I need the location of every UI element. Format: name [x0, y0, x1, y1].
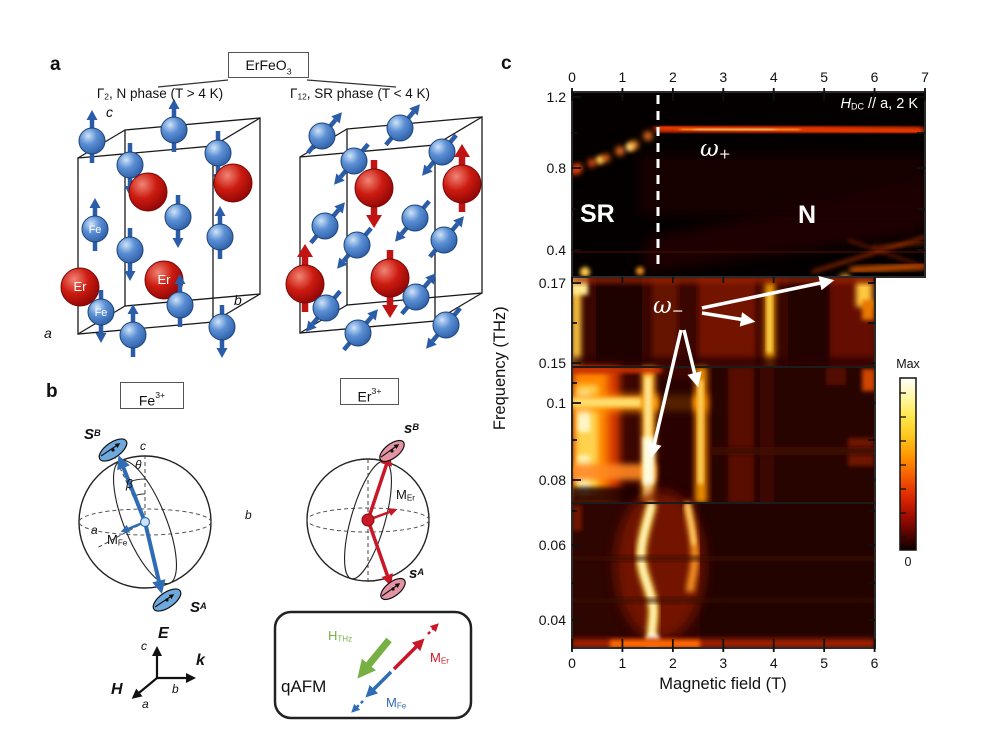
heatmap-lower-panels	[572, 277, 875, 648]
left-crystal-er-atom: Er	[60, 267, 100, 307]
left-crystal-atom-label: Er	[74, 279, 88, 294]
right-crystal-fe-atom	[426, 306, 462, 349]
left-crystal-fe-atom	[160, 99, 188, 152]
spin-precession-disk-SA	[152, 588, 182, 612]
right-crystal-fe-atom	[309, 202, 345, 245]
heatmap-upper-panel	[572, 92, 925, 277]
right-crystal-fe-atom	[428, 216, 464, 259]
left-crystal-atom-label: Er	[158, 272, 172, 287]
left-crystal-atom-label: Fe	[89, 224, 102, 236]
right-crystal-fe-atom	[342, 309, 378, 352]
left-crystal-atom-label: Fe	[95, 307, 108, 319]
left-crystal-fe-atom	[204, 131, 232, 184]
er-spin-sphere	[306, 439, 430, 601]
left-crystal-fe-atom	[116, 228, 144, 281]
left-crystal-fe-atom	[206, 206, 234, 259]
axis-ticks	[571, 88, 926, 652]
right-crystal-er-atom	[442, 144, 482, 212]
right-crystal-fe-atom	[400, 273, 436, 316]
spin-precession-disk-SB	[98, 438, 128, 462]
fe-spin-sphere	[78, 438, 212, 612]
left-crystal-fe-atom	[208, 305, 236, 358]
erfeo3-connector-lines	[157, 79, 397, 88]
atoms-left-crystal: Fe Er Er Fe	[60, 99, 253, 358]
left-crystal-fe-atom	[164, 195, 192, 248]
left-crystal-fe-atom	[78, 110, 106, 163]
left-crystal-fe-atom	[166, 274, 194, 327]
right-crystal-fe-atom	[337, 226, 373, 269]
right-crystal-er-atom	[354, 160, 394, 228]
right-crystal-er-atom	[370, 250, 410, 318]
field-geometry-axes	[131, 645, 197, 699]
right-crystal-fe-atom	[395, 199, 431, 242]
right-crystal-er-atom	[285, 244, 325, 312]
left-crystal-er-atom	[213, 163, 253, 203]
right-crystal-fe-atom	[306, 112, 342, 155]
left-crystal-fe-atom: Fe	[87, 290, 115, 343]
right-crystal-fe-atom	[306, 289, 342, 332]
atoms-right-crystal	[285, 104, 482, 352]
right-crystal-fe-atom	[422, 133, 458, 176]
right-crystal-fe-atom	[334, 142, 370, 185]
spin-precession-disk-sA	[380, 577, 406, 601]
left-crystal-er-atom	[128, 172, 168, 212]
colorbar	[899, 377, 917, 551]
qafm-mode-box	[273, 610, 473, 720]
left-crystal-fe-atom: Fe	[81, 198, 109, 251]
left-crystal-fe-atom	[119, 304, 147, 357]
right-crystal-fe-atom	[384, 104, 420, 147]
spin-precession-disk-sB	[379, 439, 405, 463]
omega-minus-annotation-arrows	[647, 275, 835, 459]
